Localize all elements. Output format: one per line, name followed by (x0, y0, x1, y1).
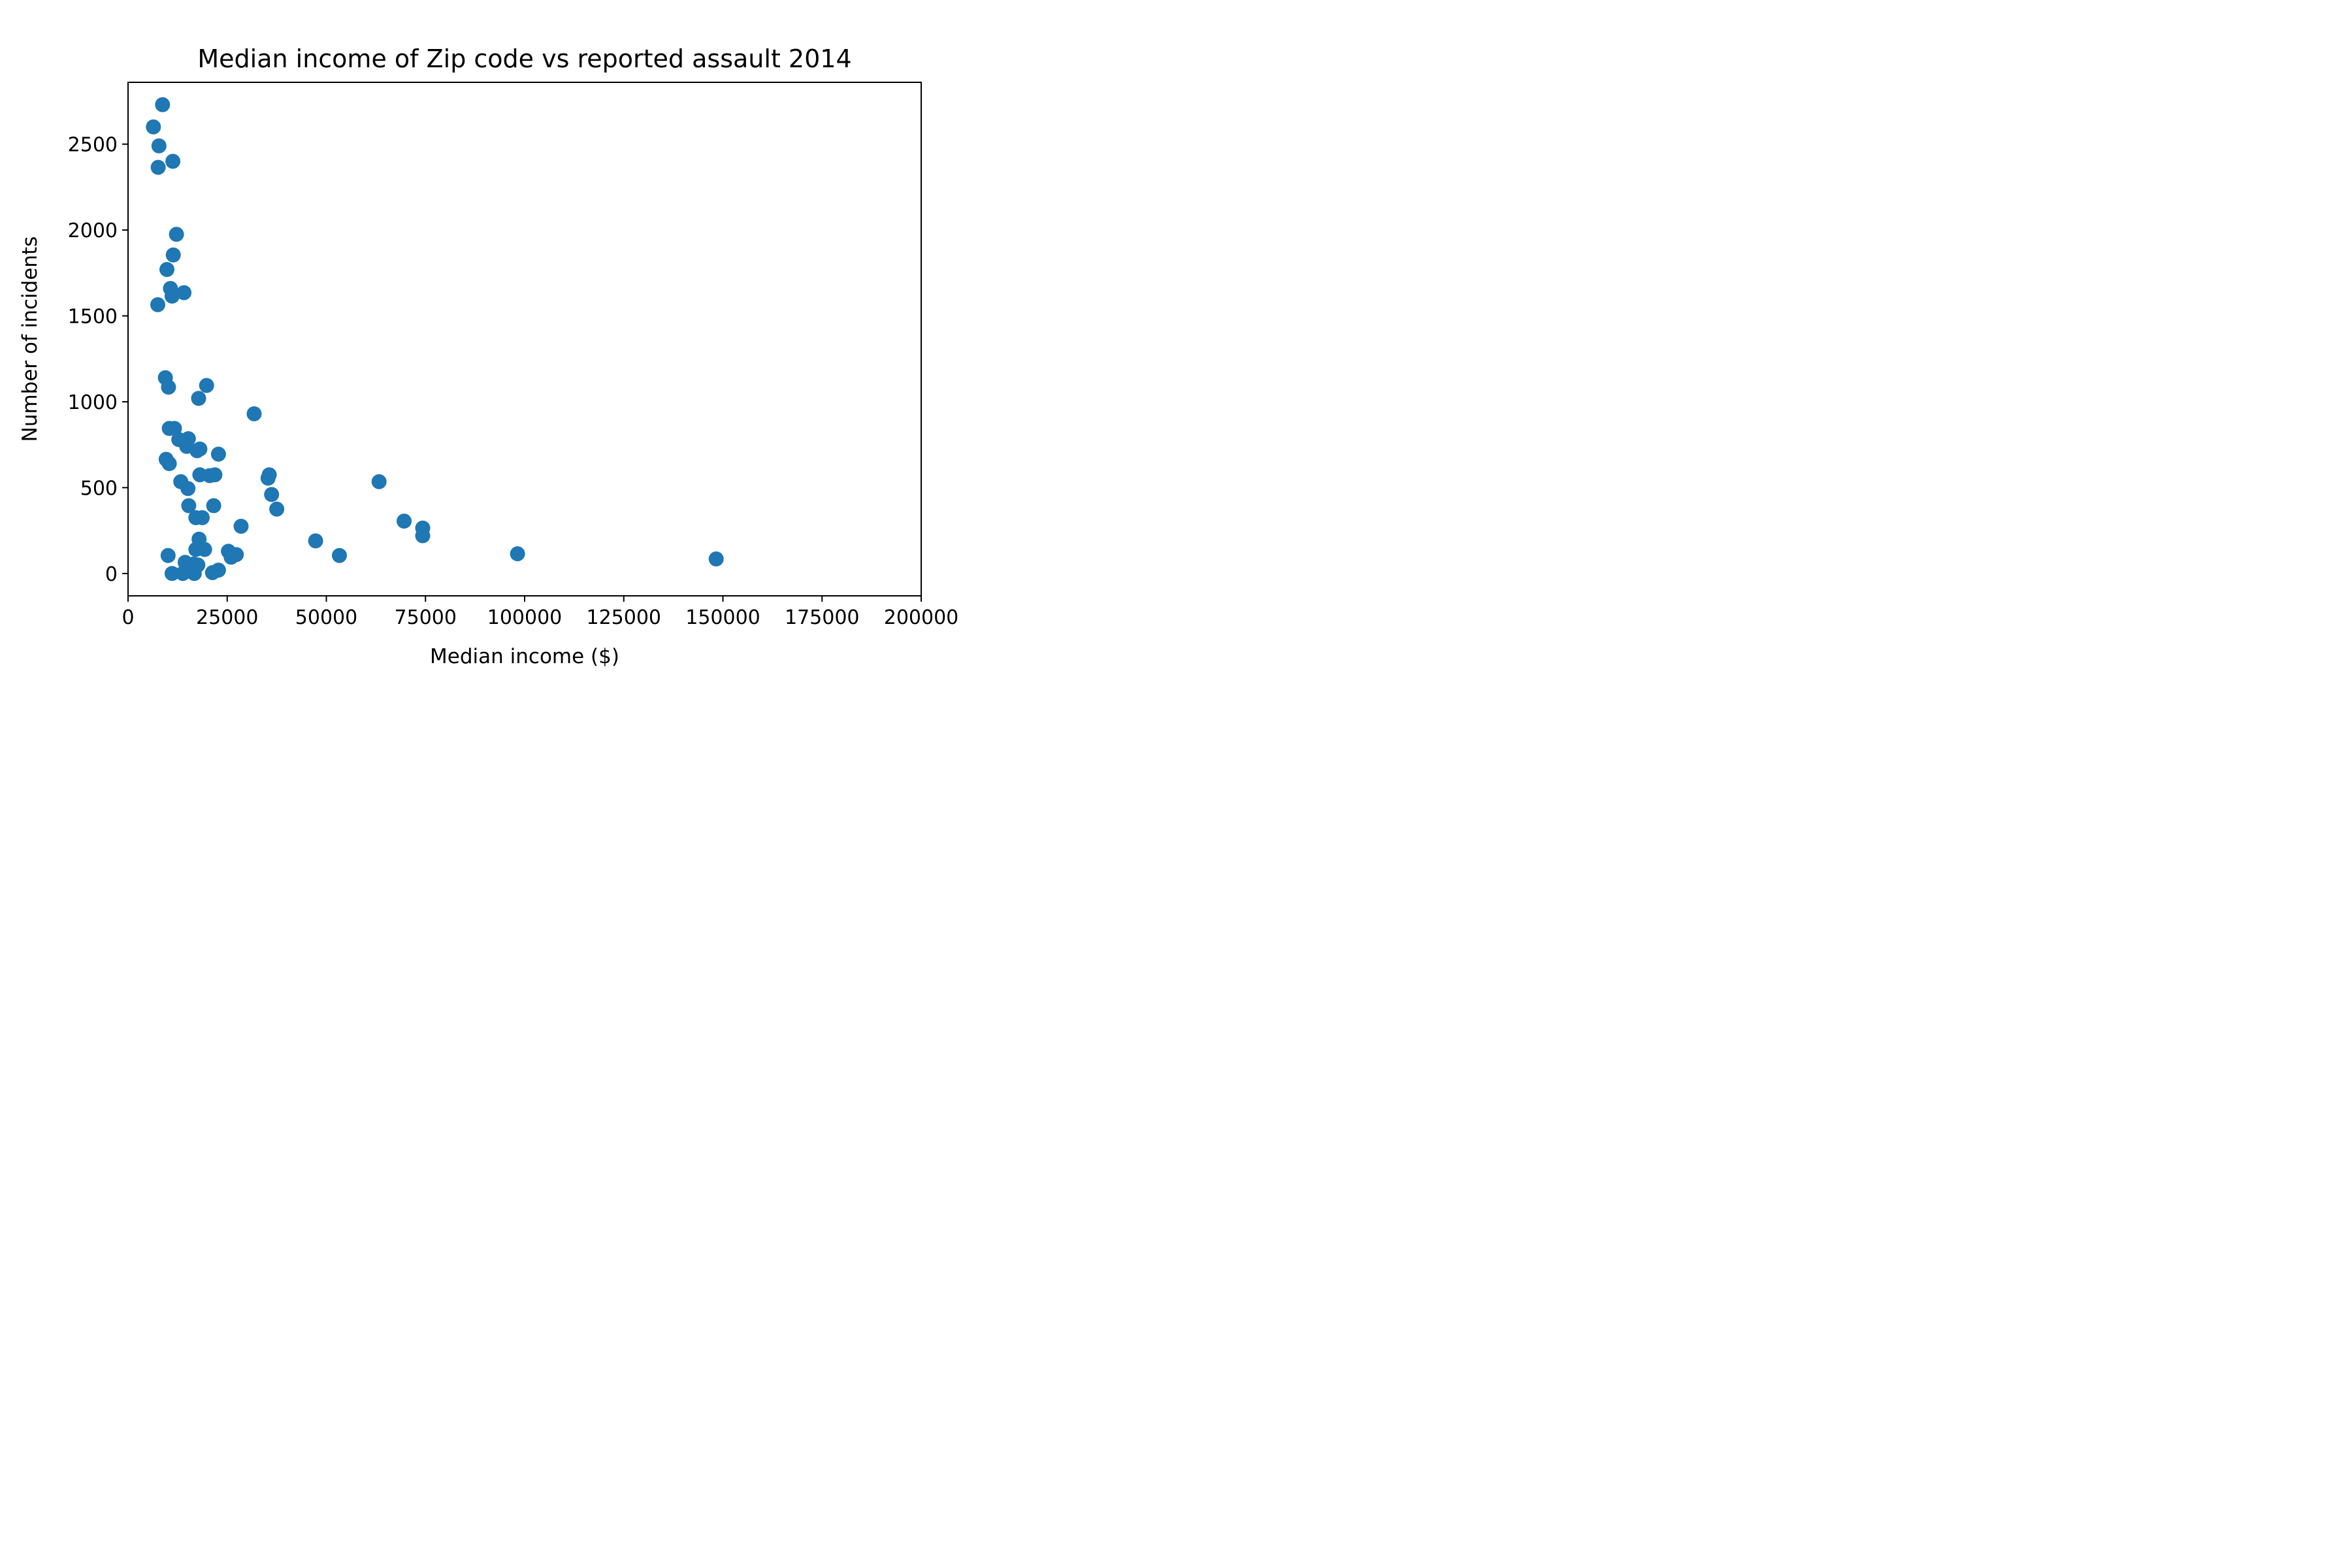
data-point (161, 380, 176, 395)
data-point (207, 467, 223, 483)
data-point (164, 288, 180, 304)
data-points (146, 97, 724, 581)
data-point (210, 446, 226, 462)
data-point (269, 501, 285, 517)
data-point (186, 566, 202, 581)
data-point (246, 406, 262, 421)
x-axis: 0 25000 50000 75000 100000 125000 150000 175000… (122, 596, 958, 629)
data-point (197, 542, 212, 557)
y-tick-label: 500 (80, 477, 118, 500)
data-point (332, 547, 347, 563)
x-tick-label: 125000 (586, 606, 661, 629)
data-point (199, 378, 214, 393)
y-tick-label: 0 (105, 563, 118, 586)
data-point (708, 551, 724, 566)
data-point (151, 138, 167, 154)
data-point (191, 391, 206, 406)
x-tick-label: 150000 (685, 606, 760, 629)
scatter-chart: Median income of Zip code vs reported as… (18, 44, 958, 668)
x-tick-label: 75000 (395, 606, 457, 629)
y-tick-label: 2000 (68, 220, 118, 242)
data-point (161, 456, 177, 472)
y-axis-label: Number of incidents (18, 237, 42, 442)
x-tick-label: 175000 (785, 606, 860, 629)
data-point (175, 566, 191, 581)
data-point (260, 470, 276, 486)
data-point (150, 297, 165, 312)
data-point (164, 566, 180, 581)
x-axis-label: Median income ($) (430, 645, 619, 668)
x-tick-label: 200000 (884, 606, 959, 629)
data-point (195, 510, 210, 525)
data-point (159, 262, 174, 277)
data-point (176, 285, 192, 301)
data-point (204, 565, 220, 580)
data-point (165, 154, 181, 169)
data-point (308, 533, 323, 549)
data-point (169, 227, 184, 242)
data-point (146, 119, 161, 135)
data-point (155, 97, 171, 112)
data-point (510, 546, 525, 562)
y-axis: 0 500 1000 1500 2000 2500 (68, 134, 128, 586)
plot-frame (127, 82, 922, 596)
y-tick-label: 1500 (68, 306, 118, 329)
data-point (415, 528, 431, 544)
data-point (223, 549, 239, 565)
data-point (264, 487, 280, 502)
data-point (397, 514, 412, 529)
chart-title: Median income of Zip code vs reported as… (197, 44, 851, 73)
data-point (150, 159, 166, 175)
data-point (165, 247, 181, 263)
data-point (180, 481, 196, 497)
y-tick-label: 2500 (68, 134, 118, 157)
x-tick-label: 0 (122, 606, 134, 629)
data-point (181, 498, 197, 514)
data-point (189, 443, 205, 459)
x-tick-label: 25000 (196, 606, 258, 629)
x-tick-label: 100000 (487, 606, 563, 629)
x-tick-label: 50000 (295, 606, 357, 629)
data-point (233, 519, 249, 534)
data-point (371, 474, 387, 489)
y-tick-label: 1000 (68, 391, 118, 414)
data-point (160, 547, 176, 563)
data-point (206, 498, 221, 514)
